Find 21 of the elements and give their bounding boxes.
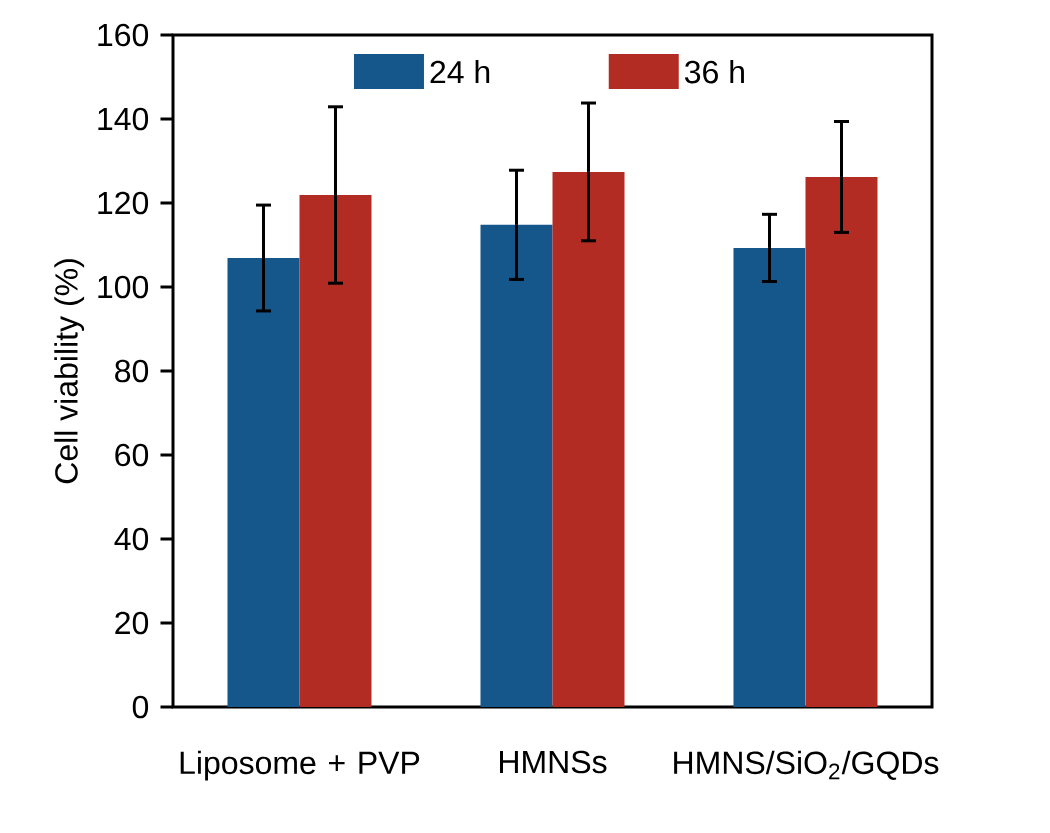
bar [299,194,372,707]
y-tick-label: 40 [114,527,149,551]
y-tick-label: 0 [132,695,149,719]
x-tick-label: HMNSs [500,750,607,774]
y-tick-label: 20 [115,611,149,635]
bar [480,224,553,707]
y-tick-label: 140 [98,107,149,131]
legend-label: 24 h [430,59,490,83]
y-tick-label: 120 [98,191,149,215]
y-axis-title: Cell viability (%) [54,259,85,483]
bar [805,176,878,707]
y-tick-label: 80 [115,359,149,383]
x-tick-label: Liposome + PVP [180,750,420,781]
bar [733,247,806,707]
y-tick-label: 60 [115,443,149,467]
bar [552,171,625,707]
y-tick-label: 160 [98,23,149,47]
y-tick-label: 100 [98,275,149,299]
x-tick-label: HMNS/SiO$_{2}$/GQDs [674,750,939,780]
legend-label: 36 h [684,59,744,84]
bar [227,257,300,707]
